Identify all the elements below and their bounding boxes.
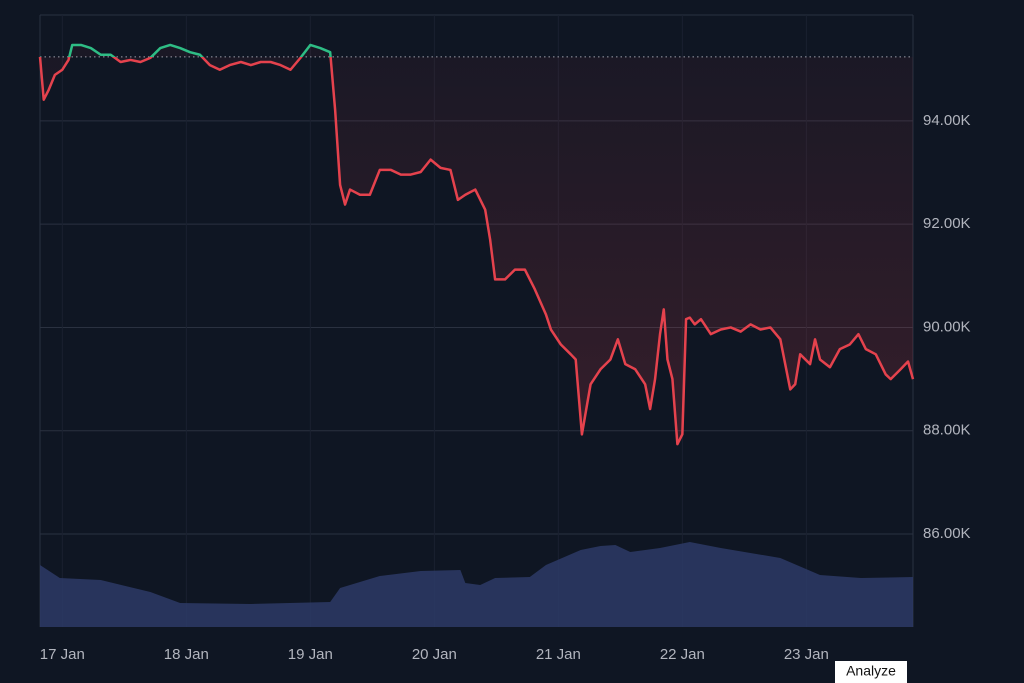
x-tick-label: 17 Jan (40, 646, 85, 663)
x-tick-label: 19 Jan (288, 646, 333, 663)
x-tick-label: 22 Jan (660, 646, 705, 663)
price-line (38, 43, 915, 446)
x-tick-label: 21 Jan (536, 646, 581, 663)
analyze-button[interactable]: Analyze (846, 663, 896, 679)
y-tick-label: 90.00K (923, 318, 971, 335)
x-tick-label: 18 Jan (164, 646, 209, 663)
y-tick-label: 92.00K (923, 215, 971, 232)
y-tick-label: 88.00K (923, 422, 971, 439)
x-tick-label: 23 Jan (784, 646, 829, 663)
price-area (40, 44, 913, 445)
button-bg[interactable] (835, 661, 907, 683)
y-tick-label: 94.00K (923, 112, 971, 129)
x-tick-label: 20 Jan (412, 646, 457, 663)
volume-area (40, 542, 913, 627)
y-tick-label: 86.00K (923, 525, 971, 542)
